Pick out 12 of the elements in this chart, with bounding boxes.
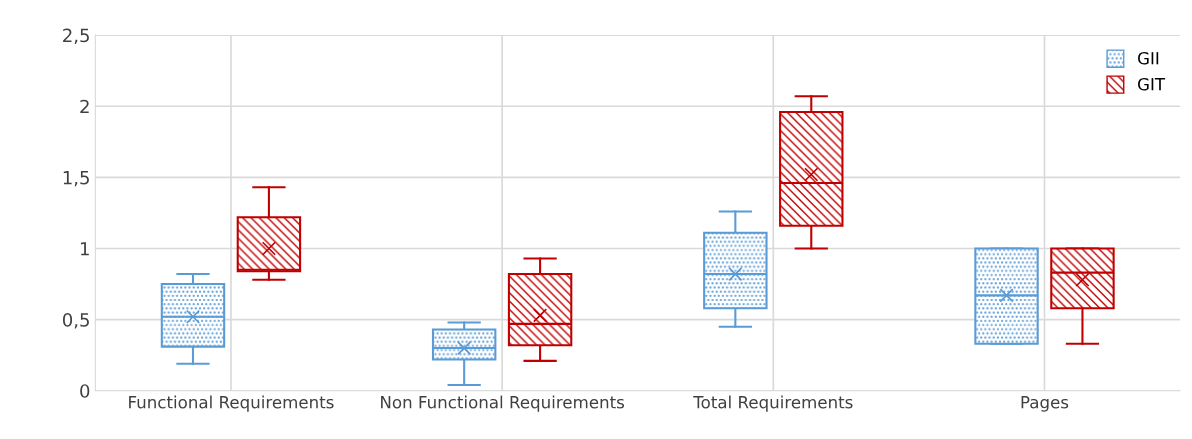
legend-label: GII [1138, 51, 1159, 65]
x-tick-label: Functional Requirements [129, 395, 334, 412]
y-tick-label: 0 [80, 384, 90, 398]
x-tick-label: Non Functional Requirements [381, 395, 625, 412]
y-tick-label: 1 [80, 242, 89, 256]
y-tick-label: 2,5 [63, 28, 89, 45]
y-tick-label: 0,5 [62, 313, 89, 329]
y-tick-label: 2 [80, 99, 89, 114]
x-tick-label: Pages [1021, 396, 1069, 412]
y-tick-label: 1,5 [63, 171, 89, 187]
x-tick-label: Total Requirements [693, 395, 853, 412]
legend-label: GIT [1138, 77, 1166, 91]
